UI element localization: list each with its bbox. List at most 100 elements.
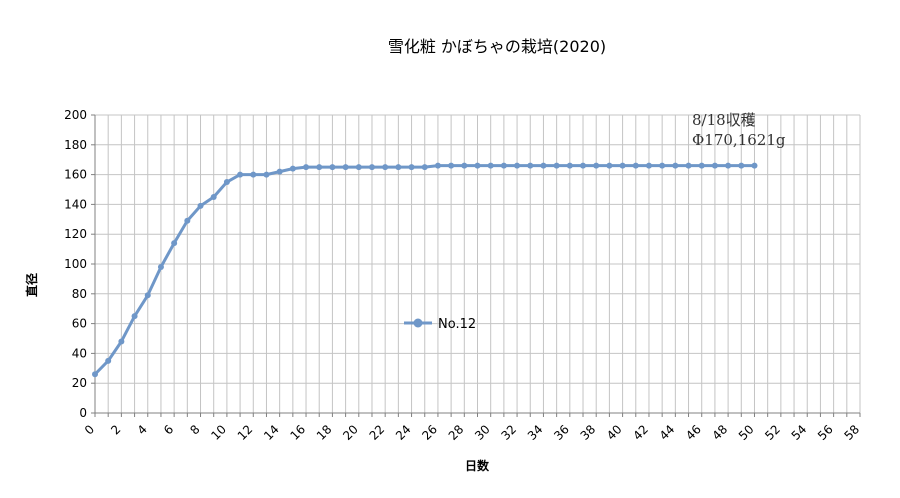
data-point: [645, 162, 652, 169]
y-tick-label: 200: [64, 108, 87, 122]
data-point: [184, 217, 191, 224]
x-tick-label: 8: [187, 422, 202, 437]
data-point: [329, 164, 336, 171]
data-point: [632, 162, 639, 169]
data-point: [659, 162, 666, 169]
data-point: [698, 162, 705, 169]
data-point: [593, 162, 600, 169]
annotation-harvest-date: 8/18収穫: [692, 111, 756, 129]
x-tick-label: 50: [736, 422, 757, 443]
y-tick-label: 100: [64, 257, 87, 271]
data-point: [263, 171, 270, 178]
data-point: [540, 162, 547, 169]
data-point: [725, 162, 732, 169]
x-tick-label: 16: [287, 422, 308, 443]
x-tick-label: 54: [789, 422, 810, 443]
data-point: [566, 162, 573, 169]
legend-label: No.12: [438, 317, 476, 332]
data-point: [382, 164, 389, 171]
data-point: [368, 164, 375, 171]
data-point: [157, 263, 164, 270]
x-tick-label: 42: [630, 422, 651, 443]
data-point: [606, 162, 613, 169]
data-point: [316, 164, 323, 171]
data-point: [685, 162, 692, 169]
x-tick-label: 56: [815, 422, 836, 443]
data-point: [342, 164, 349, 171]
grid: [95, 114, 861, 413]
data-point: [131, 313, 138, 320]
annotation-size-weight: Φ170,1621g: [692, 131, 786, 149]
data-point: [487, 162, 494, 169]
data-point: [92, 371, 98, 378]
data-point: [210, 193, 217, 200]
x-tick-label: 30: [472, 422, 493, 443]
y-tick-label: 40: [72, 346, 87, 360]
data-point: [197, 202, 204, 209]
data-point: [500, 162, 507, 169]
x-tick-label: 0: [82, 422, 97, 437]
data-point: [223, 179, 230, 186]
x-tick-label: 6: [161, 422, 176, 437]
chart-title: 雪化粧 かぼちゃの栽培(2020): [388, 37, 606, 56]
x-tick-label: 12: [235, 422, 256, 443]
y-tick-label: 120: [64, 227, 87, 241]
y-tick-label: 140: [64, 197, 87, 211]
data-point: [355, 164, 362, 171]
x-tick-label: 38: [578, 422, 599, 443]
series-group: [92, 162, 758, 378]
data-point: [289, 165, 296, 172]
x-tick-label: 52: [762, 422, 783, 443]
y-tick-label: 0: [79, 406, 87, 420]
x-tick-label: 10: [208, 422, 229, 443]
data-point: [527, 162, 534, 169]
data-point: [250, 171, 257, 178]
x-tick-label: 4: [135, 422, 150, 437]
x-tick-label: 20: [340, 422, 361, 443]
x-tick-label: 40: [604, 422, 625, 443]
x-tick-label: 18: [314, 422, 335, 443]
y-tick-label: 80: [72, 287, 87, 301]
data-point: [711, 162, 718, 169]
x-tick-label: 46: [683, 422, 704, 443]
y-tick-label: 160: [64, 168, 87, 182]
x-tick-label: 32: [498, 422, 519, 443]
x-tick-label: 48: [710, 422, 731, 443]
data-point: [461, 162, 468, 169]
x-tick-label: 26: [419, 422, 440, 443]
axes: [91, 114, 861, 417]
data-point: [395, 164, 402, 171]
data-point: [738, 162, 745, 169]
y-tick-label: 20: [72, 376, 87, 390]
x-tick-label: 22: [367, 422, 388, 443]
x-tick-label: 24: [393, 422, 414, 443]
y-tick-label: 60: [72, 317, 87, 331]
x-tick-labels: 0 2 4 6 8 10 12 14 16 18 20 22 24 26 28 30 32 34 36 38 40 42 4…: [82, 422, 862, 443]
data-point: [276, 168, 283, 175]
x-tick-label: 44: [657, 422, 678, 443]
data-point: [118, 338, 125, 345]
data-point: [434, 162, 441, 169]
x-tick-label: 36: [551, 422, 572, 443]
y-tick-labels: 0 20 40 60 80 100 120 140 160 180 200: [64, 108, 87, 420]
data-point: [553, 162, 560, 169]
x-axis-label: 日数: [465, 458, 490, 473]
data-point: [619, 162, 626, 169]
data-point: [421, 164, 428, 171]
data-point: [105, 357, 112, 364]
data-point: [580, 162, 587, 169]
data-point: [171, 240, 178, 247]
data-point: [237, 171, 244, 178]
data-point: [408, 164, 415, 171]
data-point: [751, 162, 758, 169]
legend: No.12: [404, 317, 476, 332]
data-point: [303, 164, 310, 171]
data-point: [474, 162, 481, 169]
legend-marker: [413, 318, 423, 328]
x-tick-label: 2: [108, 422, 123, 437]
y-axis-label: 直径: [24, 273, 39, 297]
x-tick-label: 28: [446, 422, 467, 443]
data-point: [514, 162, 521, 169]
x-tick-label: 34: [525, 422, 546, 443]
